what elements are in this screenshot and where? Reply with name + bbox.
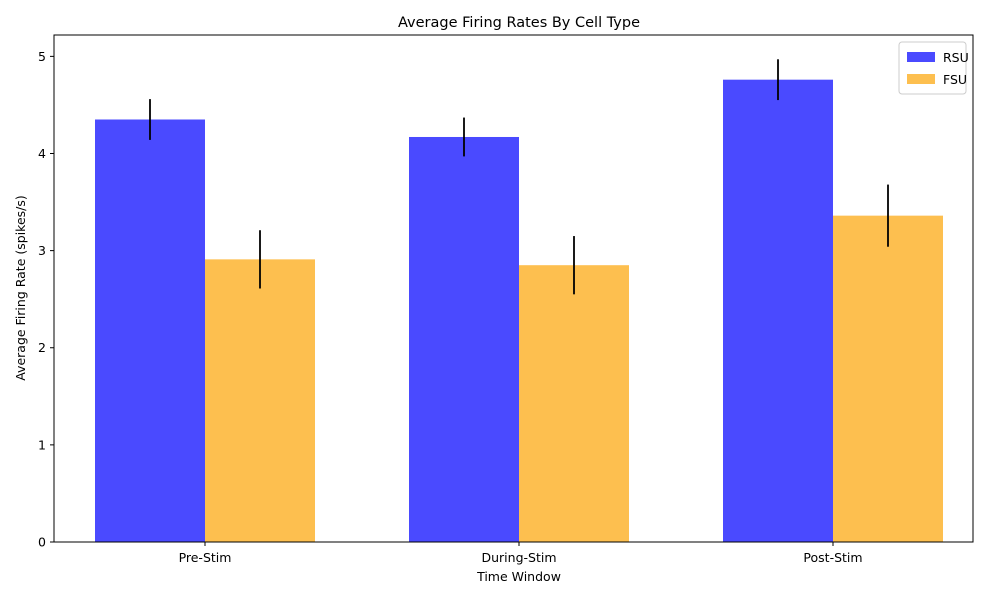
chart-title: Average Firing Rates By Cell Type <box>398 15 640 31</box>
y-tick-label: 0 <box>38 535 46 550</box>
x-axis-label: Time Window <box>476 569 561 584</box>
y-tick-label: 3 <box>38 243 46 258</box>
y-tick-label: 5 <box>38 49 46 64</box>
bar-fsu-pre-stim <box>205 259 315 542</box>
legend-swatch-fsu <box>907 74 935 84</box>
y-axis: 0 1 2 3 4 5 <box>38 49 54 550</box>
bar-rsu-pre-stim <box>95 119 205 542</box>
bar-rsu-post-stim <box>723 79 833 542</box>
y-tick-label: 4 <box>38 146 46 161</box>
legend-label-fsu: FSU <box>943 72 967 87</box>
plot-frame <box>53 34 974 543</box>
legend-swatch-rsu <box>907 52 935 62</box>
y-axis-label: Average Firing Rate (spikes/s) <box>13 195 28 381</box>
bar-fsu-during-stim <box>519 265 629 542</box>
x-axis: Pre-Stim During-Stim Post-Stim <box>179 542 863 565</box>
bar-rsu-during-stim <box>409 136 519 542</box>
plot-area <box>95 59 943 543</box>
x-tick-label: During-Stim <box>481 550 556 565</box>
y-tick-label: 2 <box>38 340 46 355</box>
legend-label-rsu: RSU <box>943 50 969 65</box>
x-tick-label: Pre-Stim <box>179 550 232 565</box>
bar-fsu-post-stim <box>833 215 943 543</box>
y-tick-label: 1 <box>38 437 46 452</box>
legend: RSU FSU <box>898 41 969 95</box>
x-tick-label: Post-Stim <box>803 550 862 565</box>
